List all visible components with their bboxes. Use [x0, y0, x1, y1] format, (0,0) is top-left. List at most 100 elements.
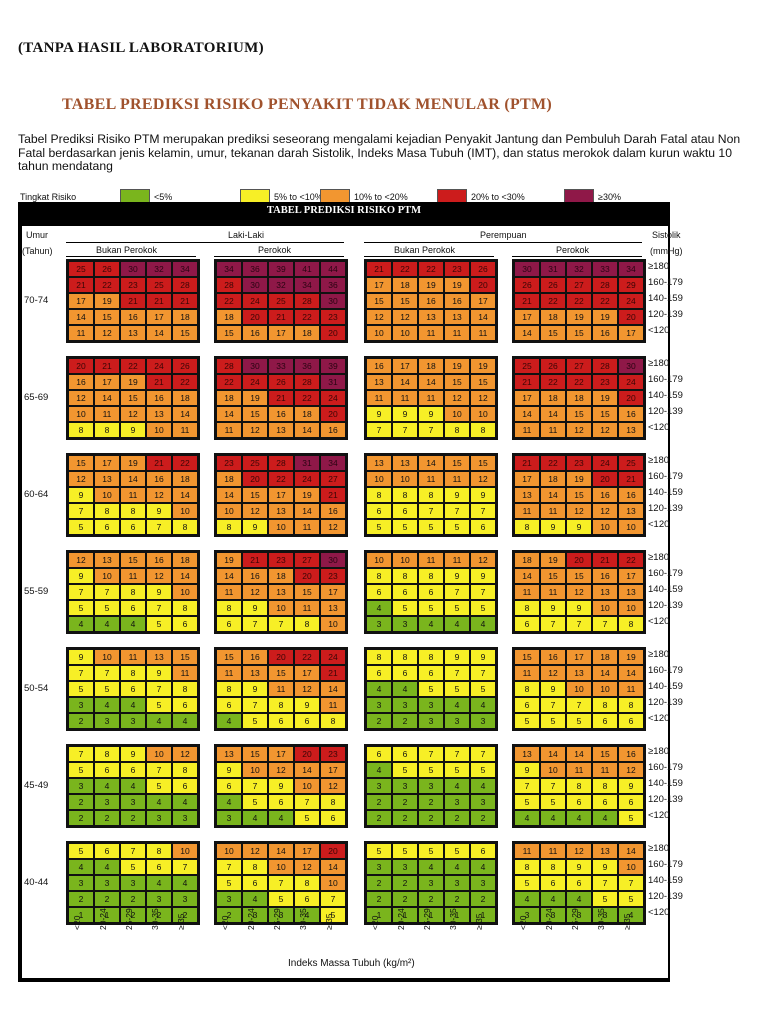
risk-cell: 14 — [321, 682, 345, 696]
risk-cell: 5 — [567, 714, 591, 728]
risk-cell: 20 — [567, 553, 591, 567]
risk-cell: 13 — [121, 326, 145, 340]
risk-cell: 7 — [419, 423, 443, 437]
risk-cell: 8 — [95, 504, 119, 518]
risk-cell: 4 — [471, 779, 495, 793]
risk-cell: 11 — [515, 423, 539, 437]
risk-cell: 14 — [295, 423, 319, 437]
risk-cell: 11 — [445, 326, 469, 340]
risk-cell: 11 — [367, 391, 391, 405]
risk-cell: 22 — [541, 456, 565, 470]
risk-cell: 7 — [445, 504, 469, 518]
risk-cell: 7 — [541, 698, 565, 712]
risk-cell: 7 — [243, 698, 267, 712]
risk-cell: 8 — [593, 698, 617, 712]
risk-cell: 13 — [515, 488, 539, 502]
bmi-column-label: 20-24 — [246, 908, 256, 930]
risk-cell: 5 — [393, 520, 417, 534]
risk-cell: 10 — [95, 488, 119, 502]
risk-cell: 6 — [471, 844, 495, 858]
risk-cell: 9 — [567, 860, 591, 874]
risk-cell: 6 — [121, 682, 145, 696]
risk-cell: 10 — [269, 601, 293, 615]
risk-cell: 4 — [269, 811, 293, 825]
risk-cell: 8 — [471, 423, 495, 437]
risk-cell: 5 — [619, 811, 643, 825]
risk-cell: 19 — [295, 488, 319, 502]
risk-cell: 11 — [217, 585, 241, 599]
risk-cell: 3 — [367, 617, 391, 631]
risk-cell: 16 — [593, 326, 617, 340]
risk-cell: 29 — [619, 278, 643, 292]
risk-cell: 8 — [541, 860, 565, 874]
risk-cell: 23 — [121, 278, 145, 292]
risk-cell: 14 — [515, 326, 539, 340]
risk-cell: 10 — [173, 585, 197, 599]
risk-cell: 17 — [295, 666, 319, 680]
risk-cell: 3 — [541, 908, 565, 922]
risk-cell: 8 — [367, 650, 391, 664]
risk-cell: 4 — [243, 892, 267, 906]
risk-cell: 11 — [619, 682, 643, 696]
risk-cell: 7 — [269, 617, 293, 631]
risk-cell: 6 — [295, 892, 319, 906]
risk-cell: 28 — [295, 294, 319, 308]
risk-cell: 30 — [321, 553, 345, 567]
risk-cell: 4 — [445, 779, 469, 793]
risk-cell: 26 — [95, 262, 119, 276]
risk-cell: 18 — [567, 391, 591, 405]
risk-cell: 4 — [567, 892, 591, 906]
risk-cell: 4 — [95, 617, 119, 631]
systolic-label: 140-159 — [648, 778, 683, 789]
risk-cell: 39 — [269, 262, 293, 276]
risk-cell: 16 — [243, 650, 267, 664]
risk-cell: 16 — [269, 407, 293, 421]
risk-cell: 17 — [567, 650, 591, 664]
risk-cell: 4 — [121, 779, 145, 793]
risk-cell: 5 — [419, 763, 443, 777]
risk-cell: 22 — [217, 294, 241, 308]
risk-cell: 1 — [445, 908, 469, 922]
risk-cell: 2 — [367, 795, 391, 809]
systolic-label: 140-159 — [648, 875, 683, 886]
risk-cell: 9 — [147, 666, 171, 680]
age-group-label: 55-59 — [24, 586, 49, 597]
risk-cell: 3 — [173, 811, 197, 825]
risk-cell: 18 — [541, 391, 565, 405]
risk-cell: 26 — [541, 278, 565, 292]
risk-cell: 9 — [69, 488, 93, 502]
risk-cell: 7 — [269, 876, 293, 890]
risk-cell: 21 — [147, 375, 171, 389]
risk-cell: 6 — [367, 666, 391, 680]
risk-cell: 1 — [367, 908, 391, 922]
risk-cell: 10 — [367, 553, 391, 567]
risk-cell: 7 — [147, 763, 171, 777]
risk-cell: 9 — [217, 763, 241, 777]
risk-cell: 14 — [295, 763, 319, 777]
risk-cell: 14 — [269, 844, 293, 858]
risk-cell: 23 — [321, 310, 345, 324]
risk-cell: 2 — [69, 811, 93, 825]
risk-cell: 21 — [515, 375, 539, 389]
risk-cell: 13 — [593, 844, 617, 858]
risk-cell: 20 — [619, 391, 643, 405]
bmi-column-label: <20 — [220, 915, 230, 930]
female-header: Perempuan — [480, 230, 527, 240]
systolic-label: 140-159 — [648, 293, 683, 304]
risk-cell: 3 — [147, 892, 171, 906]
risk-cell: 23 — [321, 569, 345, 583]
risk-cell: 19 — [567, 310, 591, 324]
risk-cell: 13 — [393, 456, 417, 470]
risk-cell: 3 — [419, 714, 443, 728]
risk-cell: 3 — [147, 811, 171, 825]
risk-cell: 6 — [147, 860, 171, 874]
risk-cell: 1 — [471, 908, 495, 922]
risk-cell: 10 — [243, 763, 267, 777]
female-smoker-grid: 18 19 20 21 22 14 15 15 16 17 11 11 12 13 13 8 9 9 10 10 6 7 7… — [512, 550, 646, 634]
risk-cell: 2 — [95, 811, 119, 825]
risk-cell: 20 — [471, 278, 495, 292]
female-smoker-grid: 11 11 12 13 14 8 8 9 9 10 5 6 6 7 7 4 4 4 5 5 3 3 3 3 4 — [512, 841, 646, 925]
risk-cell: 5 — [69, 520, 93, 534]
risk-cell: 7 — [69, 666, 93, 680]
